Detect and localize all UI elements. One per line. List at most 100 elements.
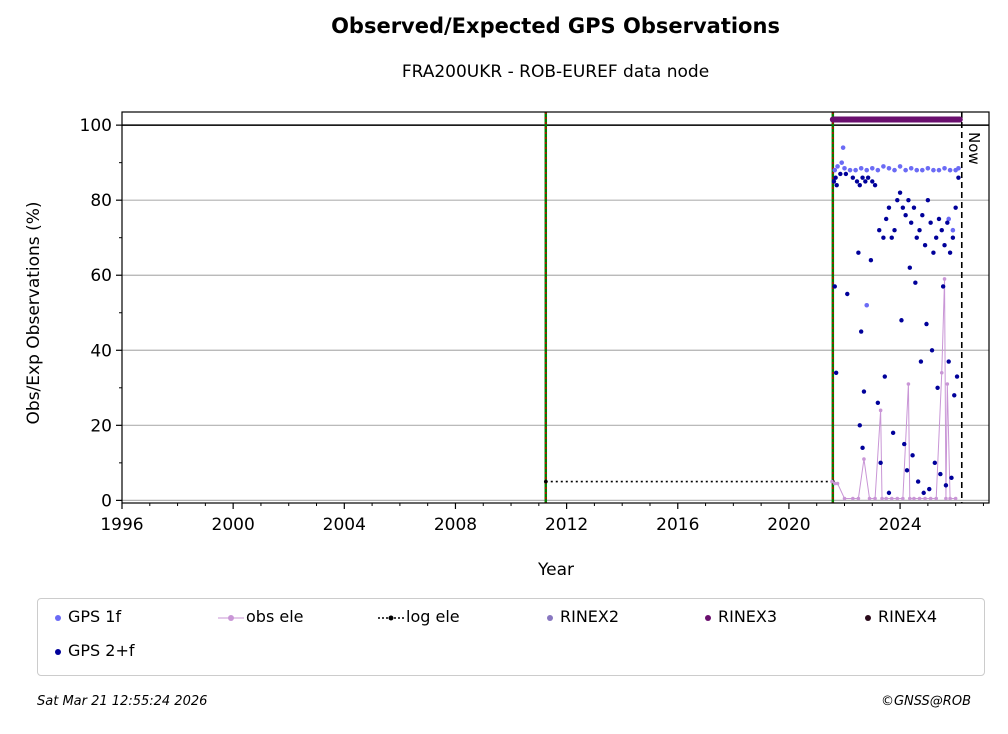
obs-ele-line	[831, 278, 956, 499]
gps-2f-point	[911, 205, 917, 210]
gps-1f-point	[942, 165, 947, 171]
chart-plot: 1996 2000 2004 2008 2012 2016 2020 2024 0 20 40 60 8…	[24, 111, 990, 580]
gps-2f-point	[875, 400, 881, 406]
gps-2f-point	[860, 175, 865, 180]
legend-dot	[55, 615, 61, 621]
obs-ele-point	[953, 496, 958, 501]
gps-1f-point	[840, 145, 846, 150]
gps-1f-point	[920, 167, 925, 173]
gps-2f-point	[860, 445, 865, 451]
footer-timestamp: Sat Mar 21 12:55:24 2026	[37, 694, 208, 709]
obs-ele-point	[851, 496, 855, 501]
gps-1f-point	[956, 165, 961, 171]
gps-2f-point	[954, 374, 960, 379]
gps-2f-point	[892, 228, 897, 233]
legend-dot	[55, 649, 61, 655]
legend-marker	[378, 615, 404, 621]
gps-2f-point	[845, 291, 850, 297]
x-tick-label: 2008	[434, 515, 477, 535]
gps-1f-point	[908, 165, 914, 171]
gps-1f-point	[864, 302, 870, 308]
gps-2f-point	[907, 265, 913, 270]
x-tick-label: 2016	[656, 515, 699, 535]
gps-2f-point	[921, 490, 926, 496]
gps-2f-point	[904, 468, 910, 473]
gps-1f-point	[936, 167, 942, 173]
legend: GPS 1f obs ele log ele RINEX2 RINEX3 RINEX4 GP…	[37, 598, 985, 676]
gps-2f-point	[918, 359, 924, 364]
gps-1f-point	[832, 167, 838, 173]
gps-1f-point	[903, 167, 908, 173]
y-tick-label: 20	[90, 416, 112, 436]
obs-ele-point	[948, 496, 952, 501]
gps-1f-point	[853, 167, 858, 173]
gps-2f-point	[882, 374, 887, 379]
gps-2f-point	[949, 475, 954, 481]
y-tick-label: 80	[90, 191, 112, 211]
obs-ele-point	[878, 408, 883, 413]
gps-2f-point	[927, 486, 932, 492]
gps-2f-point	[950, 235, 956, 240]
gps-1f-point	[858, 165, 864, 171]
gps-2f-point	[877, 228, 882, 233]
legend-dot	[705, 615, 711, 621]
gps-2f-point	[832, 284, 837, 289]
gps-1f-point	[842, 165, 847, 171]
gps-2f-point	[903, 212, 908, 218]
gps-2f-point	[947, 250, 953, 255]
gps-2f-point	[922, 243, 928, 248]
legend-marker	[705, 615, 711, 621]
gps-2f-point	[833, 175, 838, 180]
gps-2f-point	[833, 370, 839, 375]
gps-1f-point	[950, 227, 956, 233]
gps-1f-point	[946, 216, 952, 222]
plot-frame	[121, 111, 990, 504]
obs-ele-point	[945, 382, 950, 386]
gps-2f-point	[900, 205, 906, 210]
gps-2f-point	[897, 190, 903, 195]
gps-2f-point	[913, 280, 918, 285]
gps-2f-point	[906, 197, 911, 203]
gps-2f-point	[881, 235, 886, 240]
gps-2f-point	[920, 212, 925, 218]
obs-ele-point	[884, 496, 888, 501]
obs-ele-point	[928, 496, 933, 501]
obs-ele-point	[944, 496, 948, 501]
obs-ele-point	[901, 496, 905, 501]
gps-2f-point	[925, 197, 931, 203]
obs-ele-point	[912, 496, 916, 501]
gps-2f-point	[928, 220, 933, 225]
legend-dot	[228, 615, 234, 621]
data-marks	[543, 116, 963, 501]
gps-1f-point	[892, 167, 897, 173]
gps-1f-point	[914, 167, 920, 173]
gps-2f-point	[943, 483, 949, 488]
gps-1f-point	[847, 167, 853, 173]
gps-1f-point	[835, 164, 840, 169]
y-tick-label: 40	[90, 341, 112, 361]
gps-2f-point	[924, 321, 929, 327]
legend-label: GPS 2+f	[68, 641, 135, 660]
legend-label: RINEX4	[878, 607, 938, 626]
legend-label: RINEX3	[718, 607, 778, 626]
gps-2f-point	[932, 460, 938, 466]
gps-2f-point	[838, 171, 843, 177]
gps-2f-point	[899, 318, 904, 323]
obs-ele-point	[908, 496, 912, 501]
gps-1f-point	[864, 167, 870, 173]
gps-2f-point	[883, 216, 889, 222]
legend-label: GPS 1f	[68, 607, 122, 626]
gps-2f-point	[878, 460, 883, 466]
gps-2f-point	[956, 175, 961, 180]
gps-2f-point	[935, 385, 940, 391]
legend-marker	[55, 649, 61, 655]
legend-dot	[388, 615, 394, 621]
now-label: Now	[965, 132, 983, 165]
obs-ele-point	[867, 496, 872, 501]
obs-ele-point	[842, 496, 847, 501]
obs-ele-point	[939, 370, 944, 375]
legend-label: RINEX2	[560, 607, 620, 626]
legend-label: log ele	[406, 607, 460, 626]
legend-label: obs ele	[246, 607, 304, 626]
gps-2f-point	[886, 205, 892, 210]
